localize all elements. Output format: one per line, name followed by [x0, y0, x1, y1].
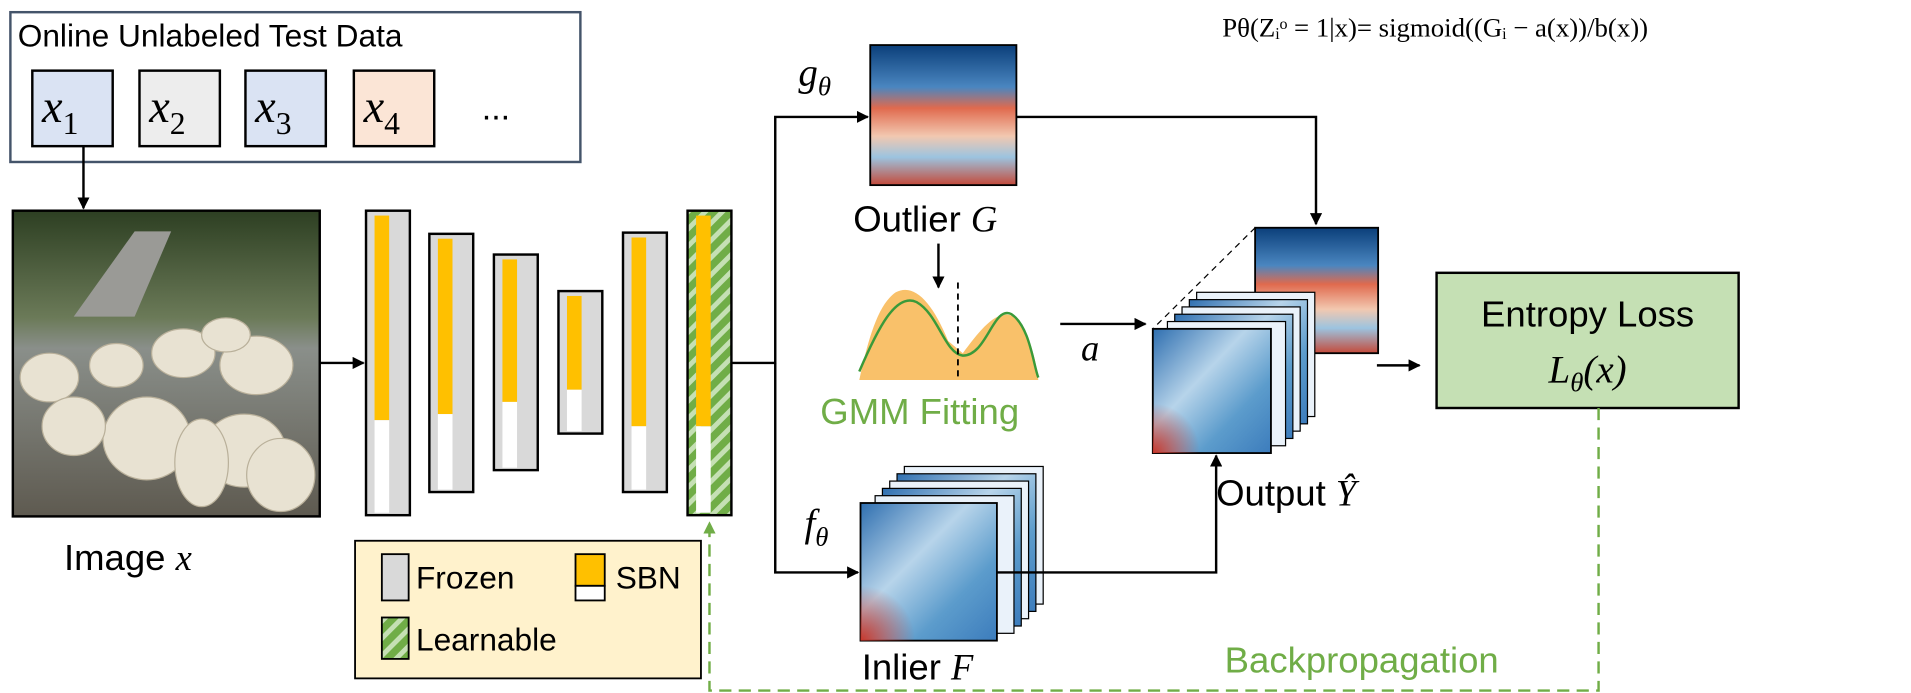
outlier-map [870, 45, 1016, 185]
head-sub: θ [815, 522, 828, 552]
arrow [731, 117, 867, 363]
sample-var: x [254, 82, 276, 133]
head-sub: θ [818, 71, 831, 101]
ellipsis: ... [482, 89, 510, 127]
diagram: Online Unlabeled Test Data x1 x2 x3 x4 .… [0, 0, 1911, 693]
head-label: fθ [804, 502, 828, 552]
sample-var: x [363, 82, 385, 133]
sample-var: x [148, 82, 170, 133]
input-image [13, 211, 320, 517]
outlier-text: Outlier [853, 198, 961, 239]
sample-sub: 2 [170, 106, 186, 141]
page: { "input_box": { "title": "Online Unlabe… [0, 0, 1911, 693]
loss-expr: Lθ(x) [1548, 348, 1627, 397]
inlier-text: Inlier [862, 647, 941, 688]
formula: Pθ(Zᵢᵒ = 1|x)= sigmoid((Gᵢ − a(x))/b(x)) [1222, 13, 1648, 43]
sample-sub: 3 [276, 106, 292, 141]
legend-swatch [382, 617, 409, 658]
sample-sub: 4 [384, 106, 400, 141]
loss-title: Entropy Loss [1481, 293, 1694, 334]
inlier-var: F [950, 647, 974, 688]
backprop-label: Backpropagation [1225, 639, 1499, 680]
legend-label: SBN [616, 559, 681, 595]
inlier-label: Inlier F [862, 647, 974, 688]
arrow [1016, 117, 1316, 224]
output-text: Output [1216, 472, 1326, 513]
output-label: Output Ŷ [1216, 472, 1360, 513]
output-stack [1153, 228, 1378, 453]
gmm-plot [859, 283, 1038, 380]
sample-var: x [41, 82, 63, 133]
threshold-label: a [1081, 328, 1099, 369]
outlier-label: Outlier G [853, 198, 997, 239]
legend-swatch [382, 554, 409, 600]
outlier-var: G [971, 198, 997, 239]
loss-sub: θ [1570, 367, 1583, 397]
legend-label: Frozen [416, 559, 515, 595]
loss-var: L [1548, 348, 1571, 391]
output-var: Ŷ [1336, 472, 1360, 513]
gmm-label: GMM Fitting [820, 391, 1019, 432]
legend-swatch [576, 586, 605, 601]
image-var: x [175, 537, 192, 578]
legend-label: Learnable [416, 621, 557, 657]
loss-arg: (x) [1583, 348, 1626, 391]
image-label: Image x [64, 537, 192, 578]
image-text: Image [64, 537, 165, 578]
sample-sub: 1 [63, 106, 79, 141]
head-label: gθ [798, 51, 831, 101]
input-title: Online Unlabeled Test Data [18, 17, 403, 53]
inlier-stack [861, 466, 1044, 640]
network [366, 211, 731, 515]
head-var: g [798, 51, 817, 94]
legend-swatch [576, 554, 605, 586]
